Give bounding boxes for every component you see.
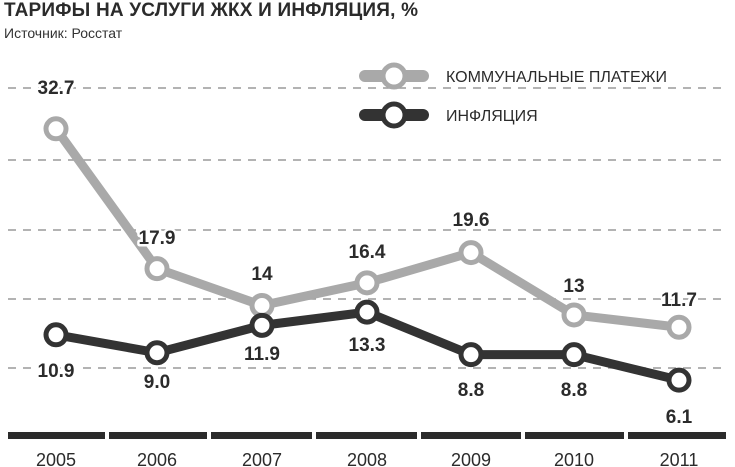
data-label-inflation: 10.9 <box>38 361 75 382</box>
x-tick-label: 2011 <box>660 450 699 467</box>
x-axis-segment <box>316 432 417 439</box>
data-label-inflation: 6.1 <box>666 407 693 428</box>
x-axis-segment <box>628 432 726 439</box>
series-points <box>43 116 692 393</box>
data-label-utilities: 13 <box>563 276 584 297</box>
data-label-utilities: 11.7 <box>661 290 697 311</box>
legend-marker <box>380 101 408 129</box>
x-tick-label: 2009 <box>451 450 491 467</box>
point-utilities <box>354 270 380 296</box>
legend-marker <box>380 62 408 90</box>
data-label-inflation: 11.9 <box>244 344 280 365</box>
x-tick-label: 2006 <box>137 450 177 467</box>
chart-title: ТАРИФЫ НА УСЛУГИ ЖКХ И ИНФЛЯЦИЯ, % <box>4 0 419 21</box>
data-label-utilities: 17.9 <box>139 228 176 249</box>
data-label-inflation: 13.3 <box>349 335 386 356</box>
data-label-utilities: 16.4 <box>349 242 386 263</box>
data-label-inflation: 8.8 <box>561 380 587 401</box>
x-tick-label: 2010 <box>554 450 594 467</box>
point-utilities <box>144 256 170 282</box>
x-axis: 2005 2006 2007 2008 2009 2010 2011 <box>8 432 726 467</box>
point-utilities <box>561 302 587 328</box>
point-utilities <box>458 240 484 266</box>
x-axis-segment <box>525 432 624 439</box>
point-inflation <box>458 342 484 368</box>
x-tick-label: 2007 <box>242 450 282 467</box>
data-label-inflation: 9.0 <box>144 372 170 393</box>
point-inflation <box>354 299 380 325</box>
data-labels: 32.7 17.9 14 16.4 19.6 13 11.7 10.9 9.0 11.9 13.3 8… <box>35 76 699 431</box>
x-tick-label: 2005 <box>36 450 76 467</box>
point-inflation <box>43 322 69 348</box>
x-axis-segment <box>109 432 207 439</box>
point-inflation <box>144 340 170 366</box>
x-axis-segment <box>8 432 105 439</box>
legend: КОММУНАЛЬНЫЕ ПЛАТЕЖИ ИНФЛЯЦИЯ <box>359 62 667 129</box>
x-axis-segment <box>421 432 521 439</box>
point-inflation <box>666 367 692 393</box>
data-label-inflation: 8.8 <box>458 380 484 401</box>
data-label-utilities: 32.7 <box>38 78 75 99</box>
x-axis-segment <box>211 432 312 439</box>
gridlines <box>8 87 728 369</box>
data-label-utilities: 14 <box>251 264 273 285</box>
point-inflation <box>561 342 587 368</box>
data-label-utilities: 19.6 <box>453 210 490 231</box>
legend-label-inflation: ИНФЛЯЦИЯ <box>446 108 538 125</box>
point-utilities <box>666 314 692 340</box>
x-tick-label: 2008 <box>347 450 387 467</box>
point-utilities <box>43 116 69 142</box>
point-utilities <box>249 293 275 319</box>
chart-source: Источник: Росстат <box>4 25 123 41</box>
point-inflation <box>249 312 275 338</box>
legend-label-utilities: КОММУНАЛЬНЫЕ ПЛАТЕЖИ <box>446 69 667 86</box>
